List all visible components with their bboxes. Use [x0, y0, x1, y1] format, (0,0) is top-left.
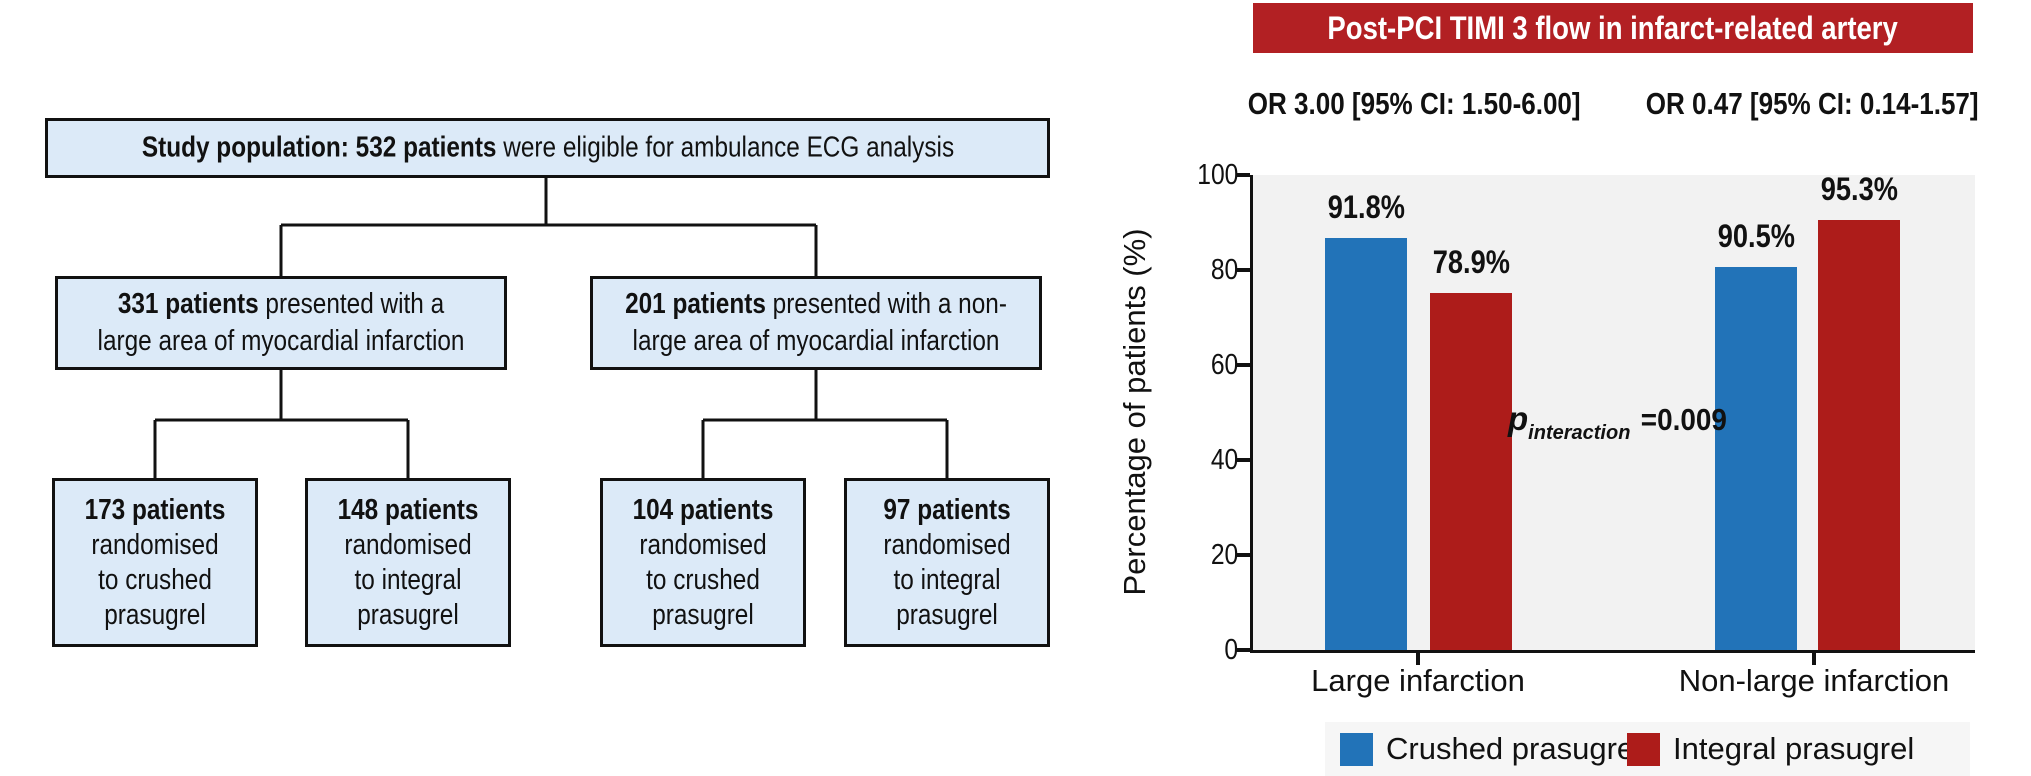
study-population-text: Study population: 532 patients were elig…: [141, 131, 954, 164]
bar-value-crushed-non-large: 90.5%: [1717, 218, 1795, 255]
y-tick-80: 80: [1210, 254, 1238, 286]
large-infarction-text: 331 patients presented with a large area…: [97, 288, 465, 357]
y-tick-mark: [1236, 268, 1250, 272]
y-tick-mark: [1236, 648, 1250, 652]
x-tick-mark: [1812, 653, 1816, 665]
y-axis-title: Percentage of patients (%): [1117, 228, 1152, 596]
bar-value-integral-non-large: 95.3%: [1820, 171, 1898, 208]
legend-label-integral: Integral prasugrel: [1673, 731, 1915, 766]
x-tick-mark: [1416, 653, 1420, 665]
arm-box-148-text: 148 patients randomised to integral pras…: [337, 493, 479, 631]
legend-item-crushed: Crushed prasugrel: [1340, 722, 1641, 776]
legend-label-crushed: Crushed prasugrel: [1386, 731, 1642, 766]
legend-swatch-crushed: [1340, 732, 1373, 766]
bar-crushed-non-large: [1715, 267, 1797, 650]
y-tick-60: 60: [1210, 349, 1238, 381]
y-tick-mark: [1236, 363, 1250, 367]
chart-title: Post-PCI TIMI 3 flow in infarct-related …: [1327, 9, 1899, 46]
y-tick-20: 20: [1210, 539, 1238, 571]
y-tick-mark: [1236, 553, 1250, 557]
arm-box-104-text: 104 patients randomised to crushed prasu…: [632, 493, 774, 631]
y-tick-mark: [1236, 173, 1250, 177]
legend-swatch-integral: [1627, 732, 1660, 766]
arm-box-104-crushed: 104 patients randomised to crushed prasu…: [600, 478, 806, 647]
y-tick-mark: [1236, 458, 1250, 462]
bar-value-integral-large: 78.9%: [1432, 243, 1510, 280]
x-category-non-large-infarction: Non-large infarction: [1678, 663, 1950, 698]
y-tick-0: 0: [1224, 634, 1238, 666]
or-annotation-large: OR 3.00 [95% CI: 1.50-6.00]: [1247, 86, 1581, 121]
arm-box-97-text: 97 patients randomised to integral prasu…: [883, 493, 1011, 631]
arm-box-173-crushed: 173 patients randomised to crushed prasu…: [52, 478, 258, 647]
bar-integral-non-large: [1818, 220, 1900, 650]
legend-item-integral: Integral prasugrel: [1627, 722, 1914, 776]
or-annotation-non-large: OR 0.47 [95% CI: 0.14-1.57]: [1645, 86, 1979, 121]
x-category-large-infarction: Large infarction: [1311, 663, 1525, 698]
bar-value-crushed-large: 91.8%: [1327, 189, 1405, 226]
arm-box-97-integral: 97 patients randomised to integral prasu…: [844, 478, 1050, 647]
non-large-infarction-text: 201 patients presented with a non- large…: [625, 288, 1007, 357]
legend: Crushed prasugrel Integral prasugrel: [1325, 722, 1970, 776]
p-interaction-annotation: pinteraction =0.009: [1508, 400, 1728, 444]
y-tick-100: 100: [1196, 159, 1238, 191]
non-large-infarction-box: 201 patients presented with a non- large…: [590, 276, 1042, 370]
bar-integral-large: [1430, 292, 1512, 650]
study-population-box: Study population: 532 patients were elig…: [45, 118, 1050, 178]
plot-area: 91.8% 78.9% 90.5% 95.3% pinteraction =0.0…: [1250, 171, 1975, 653]
bar-crushed-large: [1325, 238, 1407, 650]
y-tick-40: 40: [1210, 444, 1238, 476]
large-infarction-box: 331 patients presented with a large area…: [55, 276, 507, 370]
arm-box-173-text: 173 patients randomised to crushed prasu…: [84, 493, 226, 631]
chart-title-banner: Post-PCI TIMI 3 flow in infarct-related …: [1253, 3, 1973, 53]
arm-box-148-integral: 148 patients randomised to integral pras…: [305, 478, 511, 647]
